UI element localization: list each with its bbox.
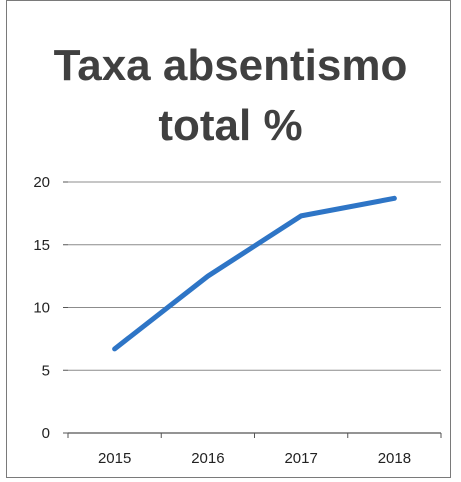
x-tick-label: 2018 (378, 450, 411, 467)
x-tick-label: 2016 (191, 450, 224, 467)
y-tick-label: 5 (42, 362, 50, 379)
y-tick-label: 10 (33, 300, 50, 317)
y-tick-label: 0 (42, 425, 50, 442)
x-tick-label: 2017 (284, 450, 317, 467)
x-tick-label: 2015 (98, 450, 131, 467)
y-tick-label: 20 (33, 174, 50, 191)
y-tick-label: 15 (33, 237, 50, 254)
series-line (115, 198, 395, 349)
